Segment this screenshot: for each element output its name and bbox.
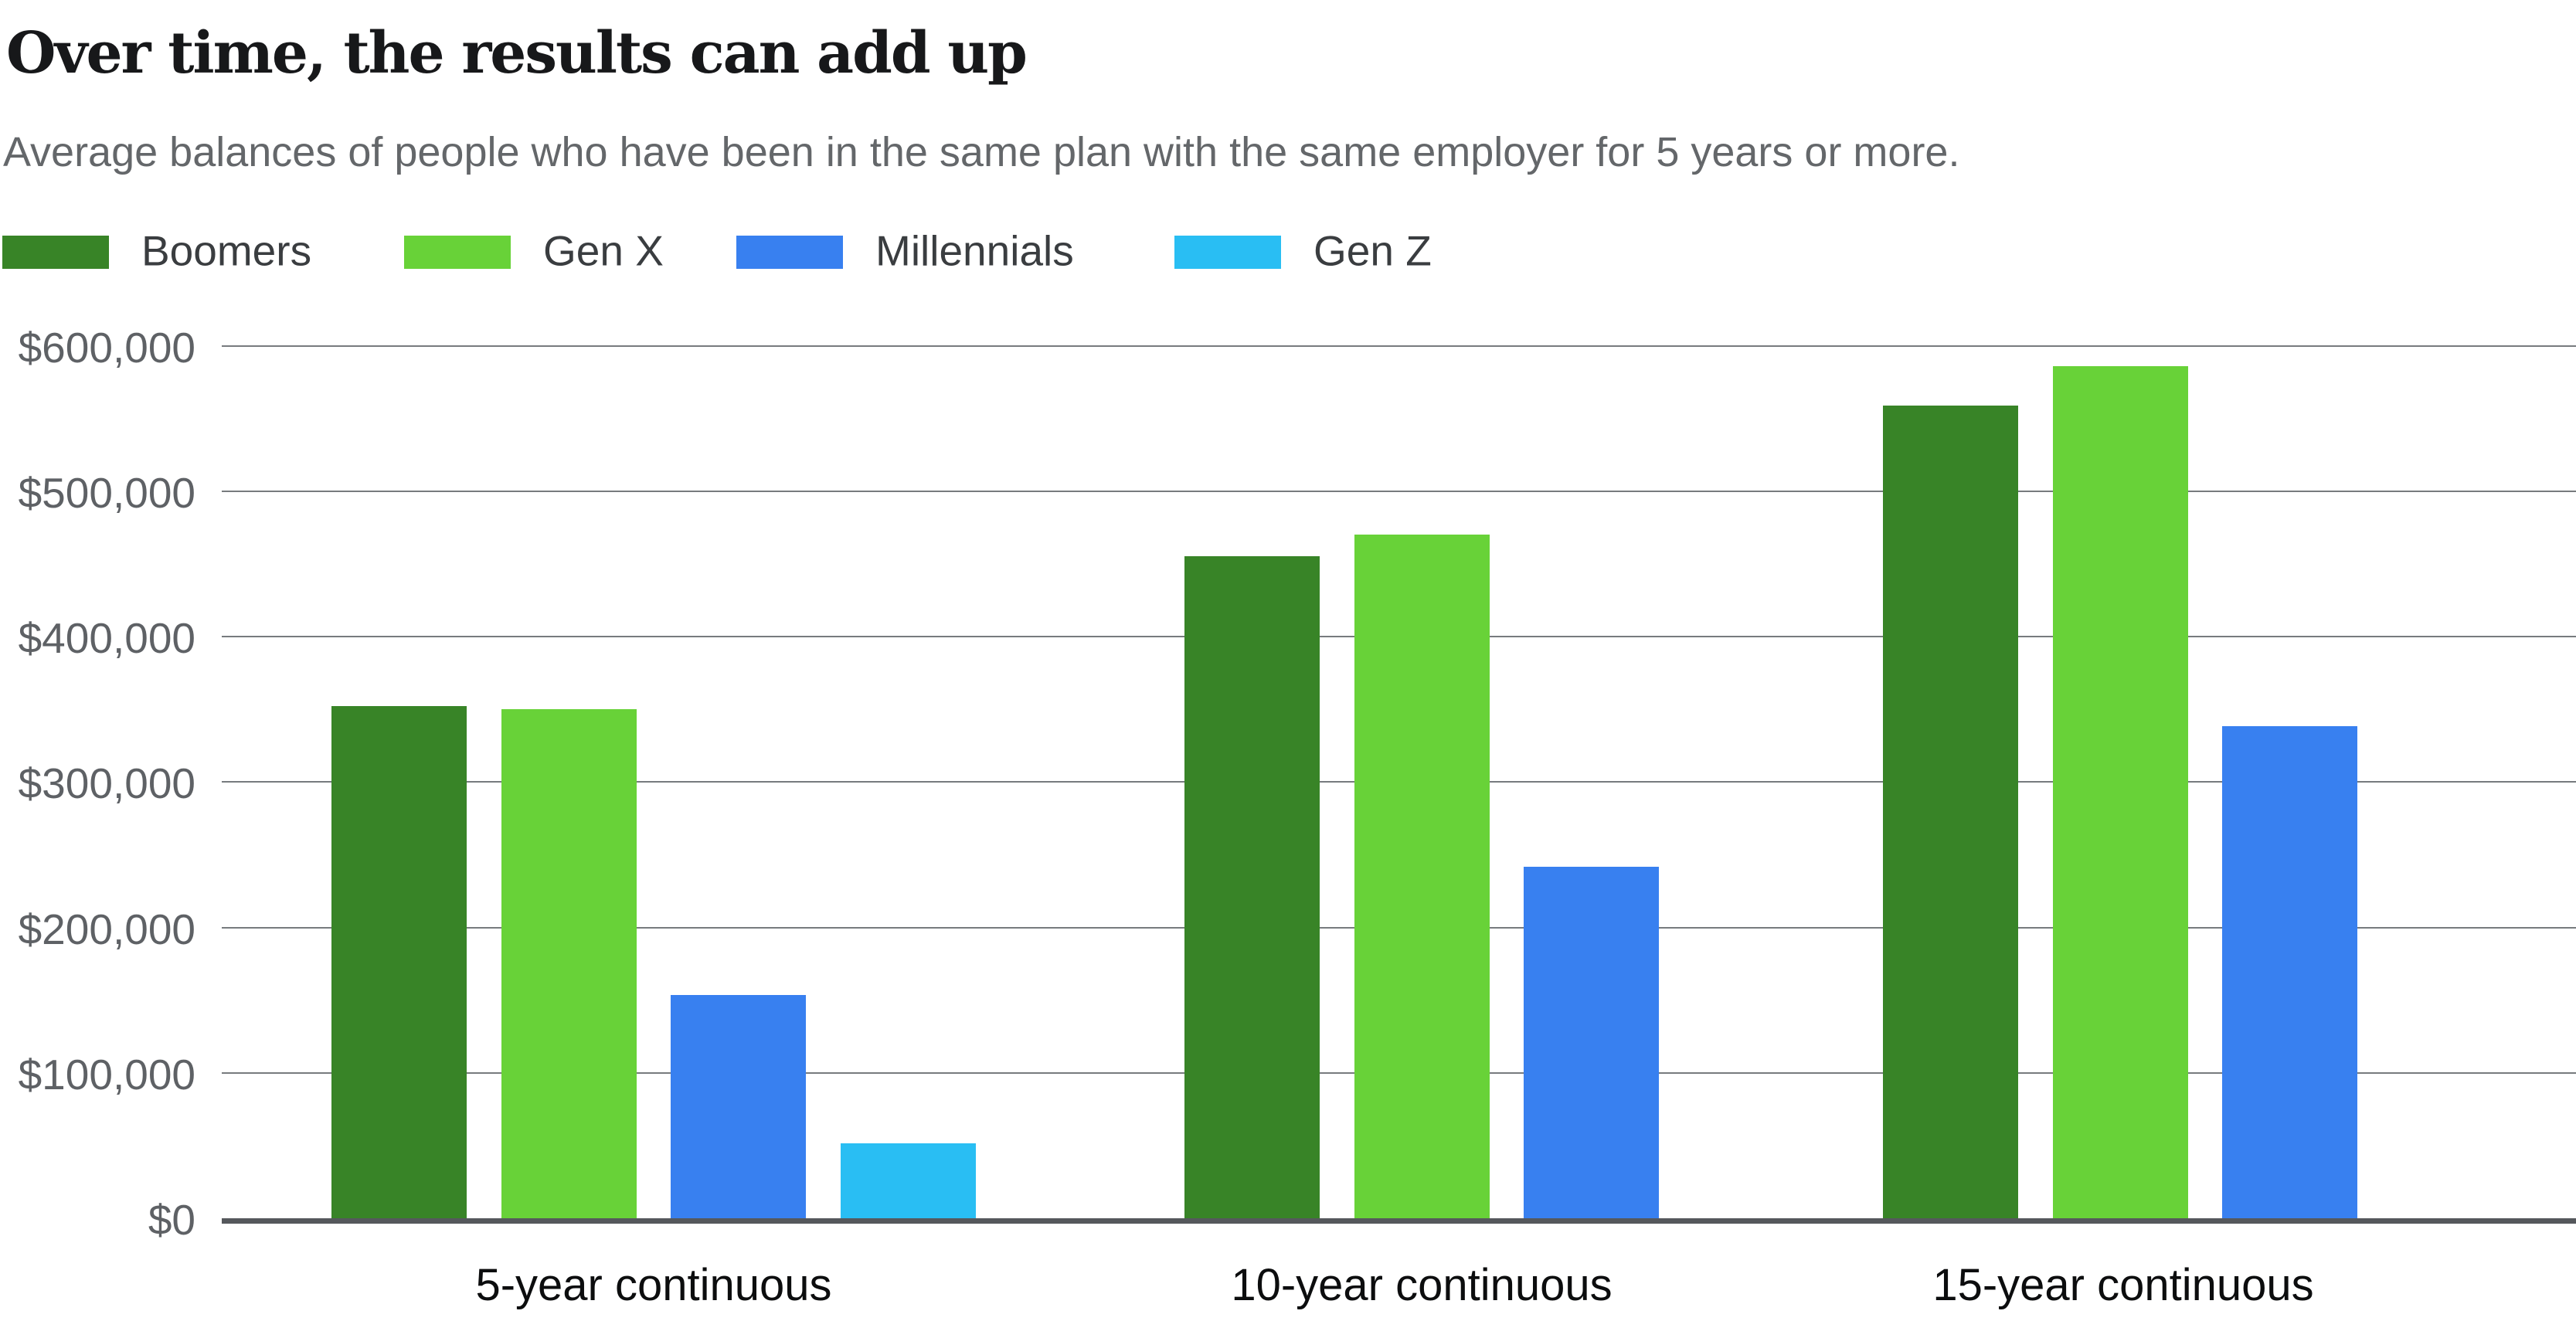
chart-title: Over time, the results can add up (6, 20, 1028, 87)
y-tick-label: $600,000 (18, 323, 195, 372)
x-category-label-15-year-continuous: 15-year continuous (1932, 1260, 2314, 1310)
gridline-500-000 (222, 491, 2576, 492)
bar-gen-x-10-year-continuous (1354, 534, 1490, 1218)
bar-boomers-15-year-continuous (1883, 405, 2018, 1218)
y-tick-label: $300,000 (18, 759, 195, 808)
bar-gen-x-15-year-continuous (2052, 366, 2188, 1218)
y-tick-label: $100,000 (18, 1050, 195, 1099)
chart-subtitle: Average balances of people who have been… (3, 129, 1960, 175)
y-tick-label: $200,000 (18, 905, 195, 953)
gridline-600-000 (222, 345, 2576, 347)
legend-label-gen-x: Gen X (543, 226, 664, 274)
bar-millennials-15-year-continuous (2222, 725, 2358, 1218)
legend-label-millennials: Millennials (875, 226, 1074, 274)
legend-swatch-gen-x (404, 236, 511, 269)
y-tick-label: $0 (148, 1196, 195, 1244)
bar-gen-z-5-year-continuous (841, 1143, 977, 1218)
x-category-label-5-year-continuous: 5-year continuous (475, 1260, 832, 1310)
legend-swatch-millennials (736, 236, 843, 269)
bar-boomers-5-year-continuous (331, 705, 467, 1218)
bar-millennials-10-year-continuous (1524, 866, 1660, 1218)
legend-label-boomers: Boomers (141, 226, 312, 274)
y-tick-label: $400,000 (18, 614, 195, 663)
legend-swatch-gen-z (1174, 236, 1281, 269)
legend-swatch-boomers (2, 236, 109, 269)
bar-millennials-5-year-continuous (671, 995, 807, 1218)
y-tick-label: $500,000 (18, 469, 195, 517)
x-axis-line (222, 1218, 2576, 1224)
x-category-label-10-year-continuous: 10-year continuous (1231, 1260, 1613, 1310)
bar-gen-x-5-year-continuous (501, 709, 637, 1218)
bar-boomers-10-year-continuous (1184, 555, 1320, 1218)
legend-label-gen-z: Gen Z (1313, 226, 1432, 274)
